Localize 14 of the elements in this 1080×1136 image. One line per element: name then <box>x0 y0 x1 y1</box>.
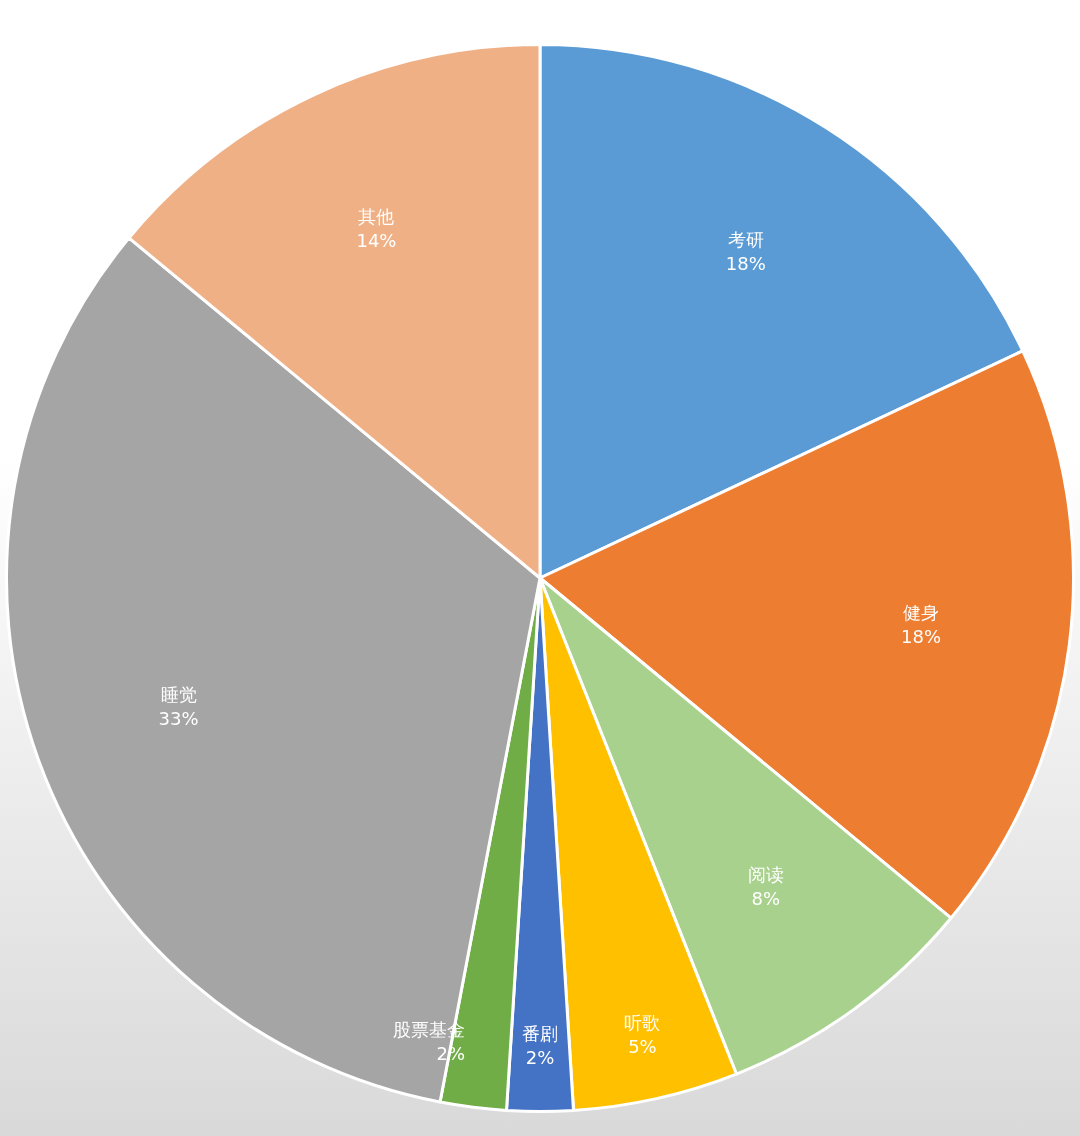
slice-label: 阅读 <box>747 864 784 886</box>
data-label: 8% <box>751 888 781 910</box>
slice-label: 健身 <box>903 601 940 623</box>
data-label: 18% <box>901 625 942 647</box>
slice-label: 睡觉 <box>160 683 197 705</box>
slice-label: 番剧 <box>522 1023 558 1045</box>
slice-label: 考研 <box>727 229 764 251</box>
data-label: 2% <box>525 1047 555 1069</box>
data-label: 14% <box>356 230 397 252</box>
data-label: 18% <box>725 253 766 275</box>
data-label: 5% <box>628 1035 657 1057</box>
data-label: 33% <box>158 707 199 729</box>
slice-label: 其他 <box>358 206 395 228</box>
slice-label: 听歌 <box>624 1011 661 1033</box>
